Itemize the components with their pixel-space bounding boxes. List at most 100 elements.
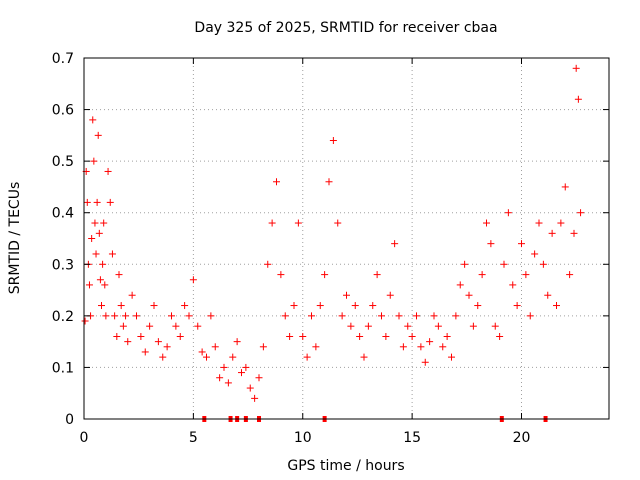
data-point bbox=[404, 322, 412, 330]
data-point bbox=[448, 353, 455, 361]
data-point bbox=[264, 260, 272, 268]
x-tick-label: 20 bbox=[513, 430, 531, 446]
data-point bbox=[570, 229, 578, 237]
data-point bbox=[113, 332, 121, 340]
data-point bbox=[146, 322, 154, 330]
data-point bbox=[91, 219, 99, 227]
data-point bbox=[141, 348, 149, 356]
data-point bbox=[203, 353, 210, 361]
y-tick-label: 0.6 bbox=[52, 103, 74, 119]
data-point bbox=[312, 343, 320, 351]
data-point bbox=[124, 338, 132, 346]
data-point bbox=[246, 384, 254, 392]
data-point bbox=[83, 198, 91, 206]
data-point bbox=[98, 302, 105, 310]
data-point bbox=[238, 369, 245, 377]
data-point bbox=[343, 291, 350, 299]
data-point bbox=[133, 312, 140, 320]
data-point bbox=[224, 379, 232, 387]
data-point bbox=[391, 240, 399, 248]
x-tick-label: 15 bbox=[403, 430, 421, 446]
data-point bbox=[102, 312, 110, 320]
data-point bbox=[176, 332, 184, 340]
data-point bbox=[513, 302, 521, 310]
data-point bbox=[539, 260, 547, 268]
data-point bbox=[281, 312, 289, 320]
data-point bbox=[303, 353, 311, 361]
data-point bbox=[163, 343, 171, 351]
data-point bbox=[434, 322, 442, 330]
y-tick-label: 0.7 bbox=[52, 51, 74, 67]
data-point bbox=[399, 343, 407, 351]
data-point bbox=[426, 338, 434, 346]
data-point bbox=[465, 291, 473, 299]
data-point bbox=[194, 322, 202, 330]
data-point bbox=[572, 64, 580, 72]
data-point bbox=[81, 317, 89, 325]
data-point bbox=[461, 260, 469, 268]
data-point bbox=[242, 363, 250, 371]
x-tick-label: 5 bbox=[189, 430, 198, 446]
data-point bbox=[95, 229, 103, 237]
data-point bbox=[106, 198, 114, 206]
data-point bbox=[417, 343, 425, 351]
data-point bbox=[117, 302, 125, 310]
y-tick-label: 0.2 bbox=[52, 309, 74, 325]
data-point bbox=[522, 271, 530, 279]
data-point bbox=[386, 291, 394, 299]
data-point bbox=[111, 312, 119, 320]
axis-ticks: 0 0.1 0.2 0.3 0.4 0.5 0.6 0.7 0 5 10 15 20 bbox=[52, 51, 609, 446]
data-point bbox=[85, 281, 93, 289]
data-point bbox=[329, 137, 337, 145]
x-axis-label: GPS time / hours bbox=[287, 458, 404, 474]
data-point bbox=[198, 348, 206, 356]
data-point bbox=[518, 240, 525, 248]
data-point bbox=[89, 116, 97, 124]
data-point bbox=[233, 338, 241, 346]
data-point bbox=[443, 332, 451, 340]
x-tick-label: 10 bbox=[294, 430, 312, 446]
data-point bbox=[360, 353, 368, 361]
data-point bbox=[122, 312, 130, 320]
plot-frame bbox=[83, 57, 610, 420]
data-point bbox=[90, 157, 98, 165]
data-point bbox=[356, 332, 364, 340]
y-tick-label: 0.1 bbox=[52, 360, 74, 376]
data-point bbox=[456, 281, 464, 289]
y-tick-label: 0.3 bbox=[52, 257, 74, 273]
data-point bbox=[325, 178, 333, 186]
data-point bbox=[382, 332, 390, 340]
grid-lines bbox=[84, 58, 609, 419]
data-point bbox=[316, 302, 324, 310]
data-point bbox=[168, 312, 175, 320]
data-point bbox=[108, 250, 116, 258]
data-point bbox=[535, 219, 543, 227]
data-point bbox=[308, 312, 315, 320]
data-point bbox=[92, 250, 100, 258]
data-point bbox=[439, 343, 447, 351]
data-point bbox=[413, 312, 420, 320]
y-tick-label: 0.4 bbox=[52, 206, 74, 222]
data-point bbox=[548, 229, 556, 237]
data-point bbox=[150, 302, 158, 310]
data-point bbox=[566, 271, 574, 279]
data-point bbox=[496, 332, 504, 340]
data-point bbox=[544, 291, 552, 299]
data-point bbox=[159, 353, 167, 361]
data-point bbox=[474, 302, 482, 310]
data-point bbox=[334, 219, 342, 227]
data-point bbox=[557, 219, 565, 227]
data-point bbox=[251, 394, 259, 402]
chart-title: Day 325 of 2025, SRMTID for receiver cba… bbox=[194, 20, 497, 36]
data-point bbox=[478, 271, 486, 279]
data-point bbox=[338, 312, 346, 320]
data-point bbox=[93, 198, 101, 206]
data-point bbox=[373, 271, 381, 279]
data-point bbox=[500, 260, 508, 268]
data-point bbox=[94, 131, 102, 139]
data-point bbox=[577, 209, 585, 217]
data-point bbox=[101, 281, 109, 289]
data-point bbox=[96, 276, 104, 284]
data-point bbox=[364, 322, 372, 330]
data-point bbox=[561, 183, 569, 191]
